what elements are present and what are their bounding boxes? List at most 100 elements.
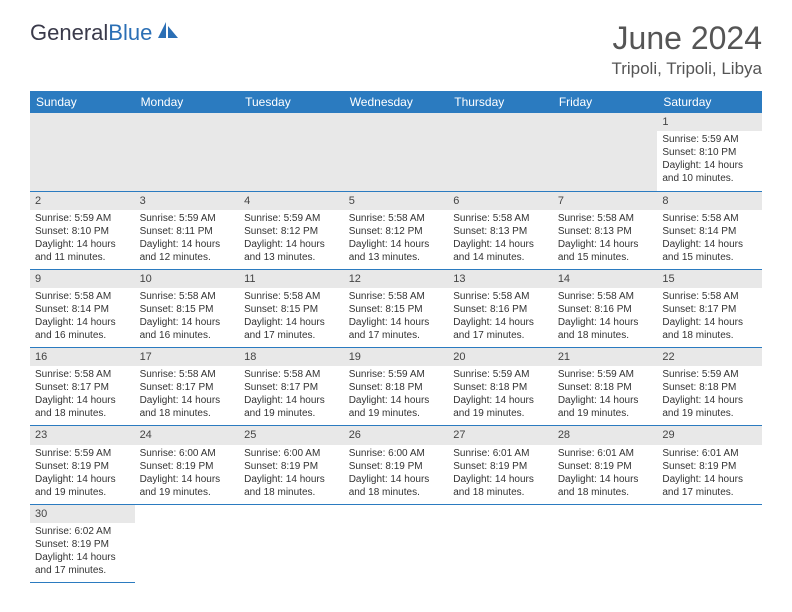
day-detail-line: Sunset: 8:16 PM bbox=[453, 303, 548, 316]
day-detail-line: and 15 minutes. bbox=[558, 251, 653, 264]
day-number: 29 bbox=[657, 426, 762, 444]
day-detail-line: Sunset: 8:12 PM bbox=[349, 225, 444, 238]
day-detail-line: Sunset: 8:19 PM bbox=[662, 460, 757, 473]
logo-text-general: General bbox=[30, 20, 108, 46]
day-detail-line: Sunset: 8:10 PM bbox=[35, 225, 130, 238]
calendar-day-cell: 20Sunrise: 5:59 AMSunset: 8:18 PMDayligh… bbox=[448, 348, 553, 426]
day-detail-line: and 13 minutes. bbox=[244, 251, 339, 264]
logo-text-blue: Blue bbox=[108, 20, 152, 46]
calendar-day-cell: 5Sunrise: 5:58 AMSunset: 8:12 PMDaylight… bbox=[344, 191, 449, 269]
day-detail-line: Sunrise: 6:00 AM bbox=[140, 447, 235, 460]
day-detail-line: and 14 minutes. bbox=[453, 251, 548, 264]
day-detail-line: and 11 minutes. bbox=[35, 251, 130, 264]
day-detail-line: Daylight: 14 hours bbox=[35, 394, 130, 407]
day-detail-line: Sunset: 8:18 PM bbox=[558, 381, 653, 394]
day-detail-line: Sunset: 8:19 PM bbox=[349, 460, 444, 473]
calendar-day-cell: 9Sunrise: 5:58 AMSunset: 8:14 PMDaylight… bbox=[30, 269, 135, 347]
day-number: 7 bbox=[553, 192, 658, 210]
day-detail-line: Sunrise: 5:58 AM bbox=[453, 290, 548, 303]
day-number: 16 bbox=[30, 348, 135, 366]
day-detail-line: Sunrise: 5:58 AM bbox=[349, 290, 444, 303]
day-detail-line: Daylight: 14 hours bbox=[349, 238, 444, 251]
day-detail-line: Sunset: 8:17 PM bbox=[140, 381, 235, 394]
day-detail-line: Sunrise: 5:58 AM bbox=[244, 368, 339, 381]
day-detail-line: Sunset: 8:19 PM bbox=[453, 460, 548, 473]
calendar-day-cell bbox=[239, 504, 344, 582]
day-detail-line: Daylight: 14 hours bbox=[140, 238, 235, 251]
day-number: 1 bbox=[657, 113, 762, 131]
day-detail-line: Sunrise: 5:59 AM bbox=[453, 368, 548, 381]
day-detail-line: Daylight: 14 hours bbox=[662, 159, 757, 172]
day-detail-line: Sunset: 8:17 PM bbox=[244, 381, 339, 394]
day-detail-line: and 16 minutes. bbox=[140, 329, 235, 342]
day-detail-line: Sunset: 8:17 PM bbox=[35, 381, 130, 394]
calendar-table: Sunday Monday Tuesday Wednesday Thursday… bbox=[30, 91, 762, 583]
day-detail-line: Daylight: 14 hours bbox=[558, 473, 653, 486]
day-detail-line: Daylight: 14 hours bbox=[662, 394, 757, 407]
calendar-day-cell bbox=[553, 113, 658, 191]
day-detail-line: Sunrise: 5:59 AM bbox=[244, 212, 339, 225]
calendar-day-cell: 24Sunrise: 6:00 AMSunset: 8:19 PMDayligh… bbox=[135, 426, 240, 504]
calendar-day-cell: 14Sunrise: 5:58 AMSunset: 8:16 PMDayligh… bbox=[553, 269, 658, 347]
calendar-day-cell: 3Sunrise: 5:59 AMSunset: 8:11 PMDaylight… bbox=[135, 191, 240, 269]
day-number: 22 bbox=[657, 348, 762, 366]
day-detail-line: Sunset: 8:13 PM bbox=[453, 225, 548, 238]
day-detail-line: Sunrise: 5:58 AM bbox=[35, 368, 130, 381]
day-detail-line: Sunset: 8:19 PM bbox=[35, 460, 130, 473]
day-number: 25 bbox=[239, 426, 344, 444]
day-detail-line: Sunrise: 6:00 AM bbox=[244, 447, 339, 460]
logo-sail-icon bbox=[156, 20, 180, 46]
day-detail-line: and 17 minutes. bbox=[244, 329, 339, 342]
day-number: 11 bbox=[239, 270, 344, 288]
calendar-day-cell: 26 Sunrise: 6:00 AMSunset: 8:19 PMDayligh… bbox=[344, 426, 449, 504]
day-number: 5 bbox=[344, 192, 449, 210]
calendar-day-cell bbox=[344, 113, 449, 191]
day-detail-line: Daylight: 14 hours bbox=[244, 316, 339, 329]
day-detail-line: Sunrise: 5:59 AM bbox=[35, 212, 130, 225]
day-detail-line: and 12 minutes. bbox=[140, 251, 235, 264]
day-number: 26 bbox=[344, 426, 449, 444]
day-detail-line: Sunset: 8:18 PM bbox=[662, 381, 757, 394]
calendar-week-row: 9Sunrise: 5:58 AMSunset: 8:14 PMDaylight… bbox=[30, 269, 762, 347]
day-detail-line: and 17 minutes. bbox=[349, 329, 444, 342]
day-detail-line: Sunset: 8:14 PM bbox=[662, 225, 757, 238]
day-detail-line: Sunrise: 6:01 AM bbox=[453, 447, 548, 460]
calendar-day-cell: 11Sunrise: 5:58 AMSunset: 8:15 PMDayligh… bbox=[239, 269, 344, 347]
day-detail-line: Sunset: 8:10 PM bbox=[662, 146, 757, 159]
location-text: Tripoli, Tripoli, Libya bbox=[611, 59, 762, 79]
day-number: 8 bbox=[657, 192, 762, 210]
day-detail-line: Sunset: 8:12 PM bbox=[244, 225, 339, 238]
day-number: 6 bbox=[448, 192, 553, 210]
day-detail-line: Daylight: 14 hours bbox=[140, 316, 235, 329]
day-detail-line: and 19 minutes. bbox=[558, 407, 653, 420]
day-detail-line: Daylight: 14 hours bbox=[349, 473, 444, 486]
calendar-day-cell: 15Sunrise: 5:58 AMSunset: 8:17 PMDayligh… bbox=[657, 269, 762, 347]
day-detail-line: Sunset: 8:11 PM bbox=[140, 225, 235, 238]
day-detail-line: Sunrise: 5:58 AM bbox=[453, 212, 548, 225]
day-detail-line: Daylight: 14 hours bbox=[662, 473, 757, 486]
day-number: 3 bbox=[135, 192, 240, 210]
day-number: 15 bbox=[657, 270, 762, 288]
title-block: June 2024 Tripoli, Tripoli, Libya bbox=[611, 20, 762, 79]
day-detail-line: Sunrise: 5:59 AM bbox=[662, 368, 757, 381]
calendar-day-cell: 17Sunrise: 5:58 AMSunset: 8:17 PMDayligh… bbox=[135, 348, 240, 426]
calendar-day-cell: 28Sunrise: 6:01 AMSunset: 8:19 PMDayligh… bbox=[553, 426, 658, 504]
day-detail-line: Sunrise: 5:58 AM bbox=[140, 290, 235, 303]
calendar-day-cell bbox=[135, 113, 240, 191]
day-number: 14 bbox=[553, 270, 658, 288]
day-number: 12 bbox=[344, 270, 449, 288]
day-detail-line: and 17 minutes. bbox=[453, 329, 548, 342]
day-detail-line: Daylight: 14 hours bbox=[35, 551, 130, 564]
weekday-header: Saturday bbox=[657, 91, 762, 113]
calendar-day-cell: 10Sunrise: 5:58 AMSunset: 8:15 PMDayligh… bbox=[135, 269, 240, 347]
day-detail-line: Sunset: 8:16 PM bbox=[558, 303, 653, 316]
day-number: 30 bbox=[30, 505, 135, 523]
day-detail-line: Sunrise: 6:00 AM bbox=[349, 447, 444, 460]
day-detail-line: and 15 minutes. bbox=[662, 251, 757, 264]
calendar-day-cell bbox=[30, 113, 135, 191]
day-detail-line: and 13 minutes. bbox=[349, 251, 444, 264]
day-number: 13 bbox=[448, 270, 553, 288]
day-detail-line: Sunrise: 5:58 AM bbox=[558, 212, 653, 225]
calendar-body: 1Sunrise: 5:59 AMSunset: 8:10 PMDaylight… bbox=[30, 113, 762, 582]
day-detail-line: and 18 minutes. bbox=[140, 407, 235, 420]
